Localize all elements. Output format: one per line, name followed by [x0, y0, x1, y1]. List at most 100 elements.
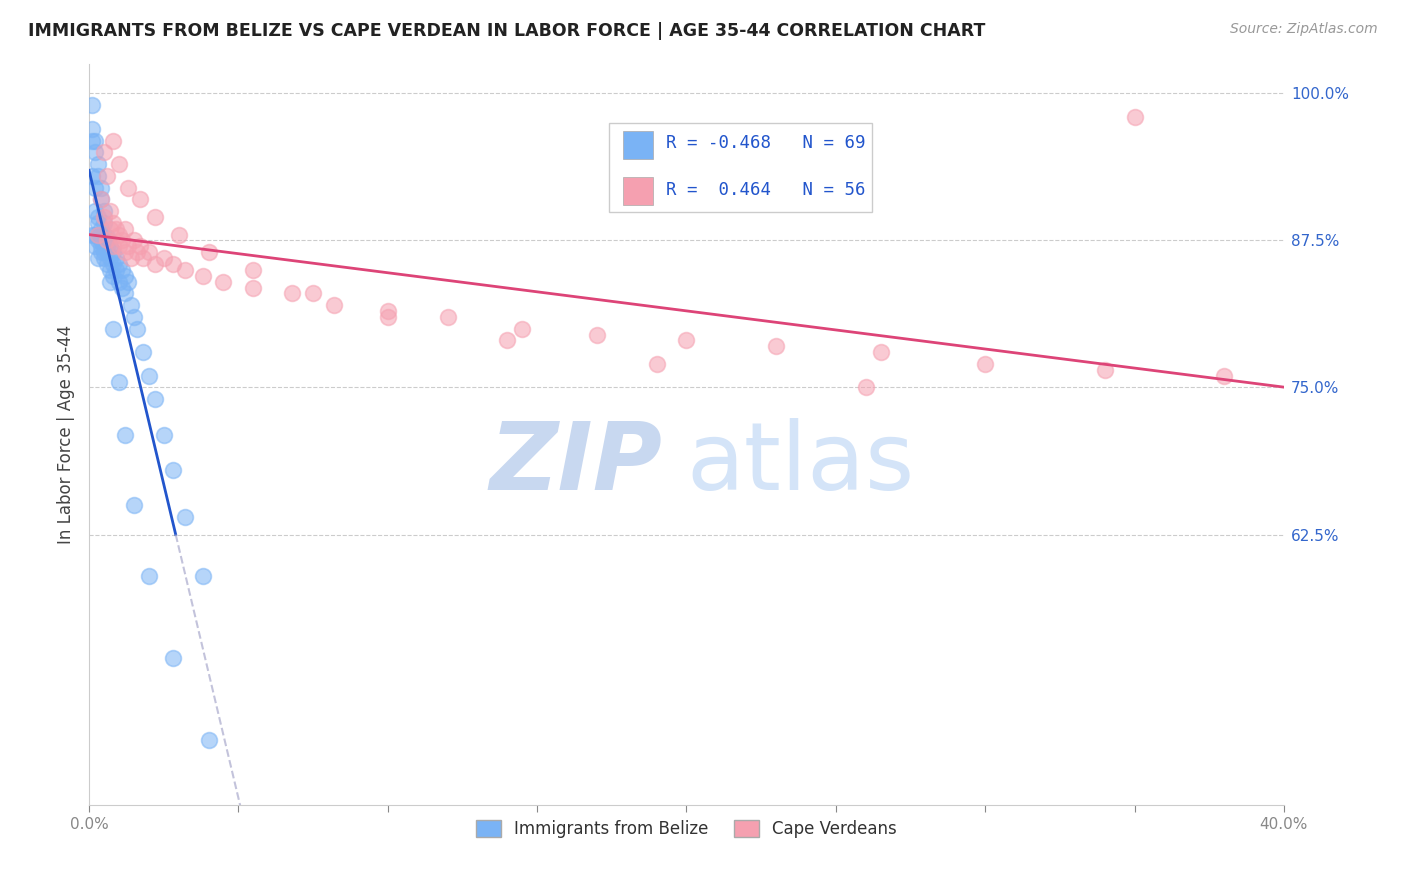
Point: [212, 275, 235, 289]
Point: [765, 339, 787, 353]
Point: [114, 245, 136, 260]
Point: [104, 221, 127, 235]
Point: [87, 216, 110, 230]
Bar: [623, 131, 652, 159]
Point: [98, 239, 121, 253]
Point: [114, 268, 136, 283]
Point: [143, 257, 166, 271]
Point: [152, 427, 174, 442]
Text: IMMIGRANTS FROM BELIZE VS CAPE VERDEAN IN LABOR FORCE | AGE 35-44 CORRELATION CH: IMMIGRANTS FROM BELIZE VS CAPE VERDEAN I…: [28, 22, 986, 40]
Point: [93, 227, 115, 242]
Point: [80, 227, 103, 242]
Point: [108, 257, 131, 271]
Point: [143, 392, 166, 407]
Point: [128, 239, 150, 253]
Point: [436, 310, 458, 324]
Point: [162, 257, 184, 271]
Point: [87, 210, 110, 224]
Point: [108, 227, 131, 242]
Point: [93, 204, 115, 219]
Point: [90, 239, 112, 253]
Point: [80, 134, 103, 148]
Point: [84, 204, 107, 219]
Point: [323, 298, 346, 312]
Point: [162, 463, 184, 477]
Point: [173, 263, 195, 277]
Text: Source: ZipAtlas.com: Source: ZipAtlas.com: [1230, 22, 1378, 37]
Point: [80, 169, 103, 183]
Point: [96, 234, 118, 248]
Point: [162, 651, 184, 665]
Point: [125, 321, 148, 335]
Point: [80, 98, 103, 112]
Point: [143, 210, 166, 224]
Point: [281, 286, 304, 301]
Point: [132, 251, 155, 265]
Point: [167, 227, 190, 242]
Point: [98, 275, 121, 289]
Point: [1094, 363, 1116, 377]
Point: [84, 134, 107, 148]
Point: [242, 263, 264, 277]
Point: [1213, 368, 1236, 383]
Point: [84, 145, 107, 160]
Point: [675, 334, 697, 348]
Point: [152, 251, 174, 265]
Point: [645, 357, 668, 371]
Point: [84, 227, 107, 242]
Point: [111, 234, 134, 248]
Point: [93, 251, 115, 265]
Point: [98, 251, 121, 265]
Y-axis label: In Labor Force | Age 35-44: In Labor Force | Age 35-44: [58, 325, 75, 544]
Point: [98, 263, 121, 277]
Point: [101, 239, 124, 253]
Point: [197, 733, 219, 747]
Point: [197, 245, 219, 260]
Point: [90, 245, 112, 260]
Point: [101, 268, 124, 283]
Point: [114, 221, 136, 235]
Legend: Immigrants from Belize, Cape Verdeans: Immigrants from Belize, Cape Verdeans: [470, 814, 904, 845]
Point: [111, 280, 134, 294]
Point: [120, 298, 142, 312]
Point: [117, 239, 139, 253]
Point: [242, 280, 264, 294]
Point: [122, 498, 145, 512]
Point: [87, 227, 110, 242]
Point: [114, 286, 136, 301]
Point: [128, 192, 150, 206]
Point: [869, 345, 891, 359]
Point: [377, 310, 399, 324]
Point: [93, 239, 115, 253]
Point: [98, 221, 121, 235]
Point: [108, 375, 131, 389]
Point: [104, 251, 127, 265]
Point: [101, 257, 124, 271]
Point: [84, 239, 107, 253]
Point: [138, 368, 160, 383]
Point: [138, 245, 160, 260]
Point: [87, 251, 110, 265]
Text: ZIP: ZIP: [489, 418, 662, 510]
Point: [87, 169, 110, 183]
Point: [302, 286, 325, 301]
Point: [93, 216, 115, 230]
Point: [191, 268, 214, 283]
Point: [108, 239, 131, 253]
Point: [101, 134, 124, 148]
Point: [122, 234, 145, 248]
Point: [101, 321, 124, 335]
Point: [93, 145, 115, 160]
Point: [87, 234, 110, 248]
Point: [173, 509, 195, 524]
Point: [96, 239, 118, 253]
Point: [101, 245, 124, 260]
Point: [96, 234, 118, 248]
Point: [114, 427, 136, 442]
Point: [93, 210, 115, 224]
Point: [90, 192, 112, 206]
Point: [96, 257, 118, 271]
Point: [125, 245, 148, 260]
Point: [84, 180, 107, 194]
Point: [101, 216, 124, 230]
